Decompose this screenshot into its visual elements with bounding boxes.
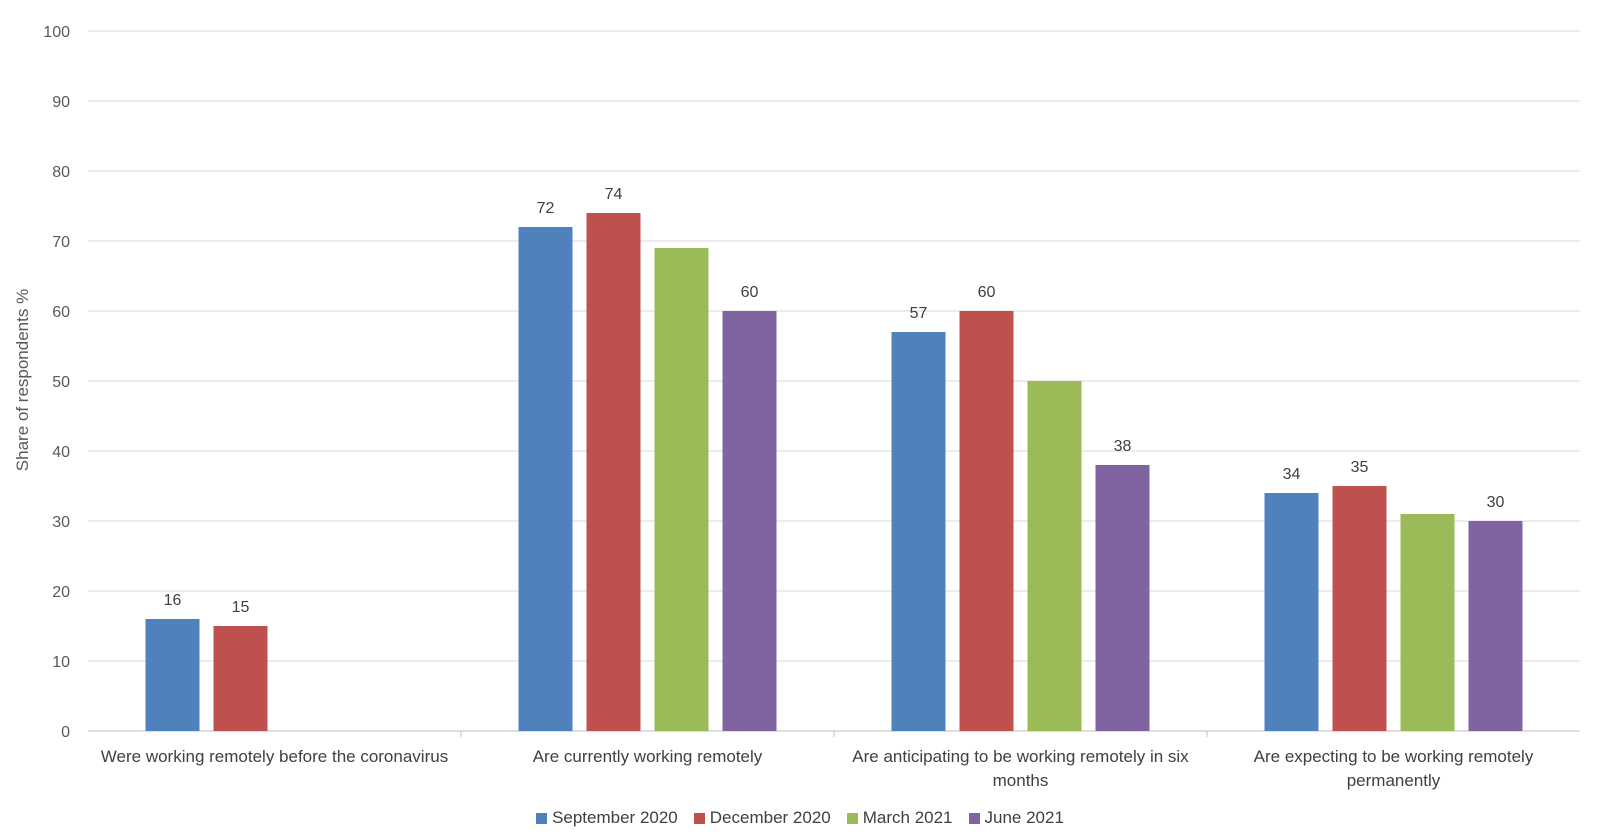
legend-swatch (693, 812, 705, 824)
y-tick-label: 70 (52, 234, 70, 251)
y-axis-ticks: 0 10 20 30 40 50 60 70 80 90 100 (43, 24, 70, 741)
data-label: 30 (1487, 494, 1505, 511)
x-axis-categories: Were working remotely before the coronav… (101, 747, 1534, 790)
bar (654, 248, 709, 731)
bar (213, 626, 268, 731)
y-tick-label: 100 (43, 24, 70, 41)
data-label: 74 (605, 186, 623, 203)
bar (1095, 465, 1150, 731)
bar (1332, 486, 1387, 731)
x-category-label: Were working remotely before the coronav… (101, 747, 448, 766)
bar (586, 213, 641, 731)
data-label: 38 (1114, 438, 1132, 455)
legend-item: September 2020 (536, 808, 678, 828)
legend-item: March 2021 (846, 808, 953, 828)
bar (891, 332, 946, 731)
y-tick-label: 10 (52, 654, 70, 671)
data-label: 60 (741, 284, 759, 301)
legend-item: December 2020 (693, 808, 831, 828)
data-label: 34 (1283, 466, 1301, 483)
y-tick-label: 20 (52, 584, 70, 601)
legend-swatch (968, 812, 980, 824)
data-label: 15 (232, 599, 250, 616)
y-tick-label: 80 (52, 164, 70, 181)
bar (722, 311, 777, 731)
y-tick-label: 0 (61, 724, 70, 741)
legend-item: June 2021 (968, 808, 1064, 828)
bars (145, 213, 1523, 731)
legend-swatch (536, 812, 548, 824)
data-labels: 16 72 57 34 15 74 60 35 60 38 30 (164, 186, 1505, 616)
x-category-label: Are currently working remotely (533, 747, 763, 766)
bar (1468, 521, 1523, 731)
y-tick-label: 30 (52, 514, 70, 531)
y-axis-label: Share of respondents % (13, 289, 32, 471)
y-tick-label: 60 (52, 304, 70, 321)
data-label: 35 (1351, 459, 1369, 476)
bar (1264, 493, 1319, 731)
bar (959, 311, 1014, 731)
y-tick-label: 90 (52, 94, 70, 111)
data-label: 60 (978, 284, 996, 301)
data-label: 72 (537, 200, 555, 217)
x-category-label: months (993, 771, 1049, 790)
bar (145, 619, 200, 731)
data-label: 57 (910, 305, 928, 322)
y-tick-label: 40 (52, 444, 70, 461)
legend-label: March 2021 (862, 808, 953, 827)
legend-swatch (846, 812, 858, 824)
bar (518, 227, 573, 731)
legend-label: June 2021 (984, 808, 1064, 827)
legend-label: December 2020 (709, 808, 831, 827)
x-category-label: permanently (1347, 771, 1441, 790)
y-tick-label: 50 (52, 374, 70, 391)
legend-label: September 2020 (552, 808, 678, 827)
legend: September 2020 December 2020 March 2021 Jun… (0, 808, 1600, 828)
data-label: 16 (164, 592, 182, 609)
bar (1400, 514, 1455, 731)
x-category-label: Are anticipating to be working remotely … (852, 747, 1189, 766)
bar (1027, 381, 1082, 731)
gridlines (88, 30, 1580, 737)
x-category-label: Are expecting to be working remotely (1254, 747, 1534, 766)
